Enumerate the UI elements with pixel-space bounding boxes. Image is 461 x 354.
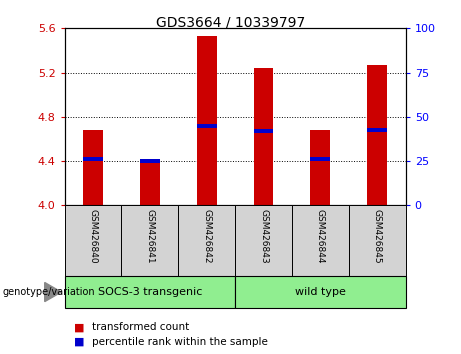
Bar: [197, 124, 217, 127]
Text: percentile rank within the sample: percentile rank within the sample: [92, 337, 268, 347]
Text: SOCS-3 transgenic: SOCS-3 transgenic: [98, 287, 202, 297]
Text: GSM426841: GSM426841: [145, 209, 154, 263]
Bar: [310, 157, 331, 161]
Text: transformed count: transformed count: [92, 322, 189, 332]
Text: GSM426845: GSM426845: [373, 209, 382, 263]
Bar: [83, 157, 103, 161]
Text: GSM426840: GSM426840: [89, 209, 97, 263]
FancyBboxPatch shape: [292, 205, 349, 276]
FancyBboxPatch shape: [235, 276, 406, 308]
Bar: [254, 68, 273, 205]
FancyBboxPatch shape: [178, 205, 235, 276]
Text: ■: ■: [74, 337, 84, 347]
Text: genotype/variation: genotype/variation: [2, 287, 95, 297]
Bar: [367, 128, 387, 132]
Text: GSM426842: GSM426842: [202, 209, 211, 263]
Bar: [140, 162, 160, 205]
Bar: [367, 65, 387, 205]
FancyBboxPatch shape: [65, 205, 121, 276]
Text: GSM426844: GSM426844: [316, 209, 325, 263]
Bar: [197, 36, 217, 205]
FancyBboxPatch shape: [349, 205, 406, 276]
Text: wild type: wild type: [295, 287, 346, 297]
FancyBboxPatch shape: [235, 205, 292, 276]
Bar: [140, 159, 160, 163]
Bar: [254, 129, 273, 133]
FancyBboxPatch shape: [121, 205, 178, 276]
Bar: [310, 130, 331, 205]
FancyBboxPatch shape: [65, 276, 235, 308]
Bar: [83, 130, 103, 205]
Text: GSM426843: GSM426843: [259, 209, 268, 263]
Text: ■: ■: [74, 322, 84, 332]
Polygon shape: [45, 282, 61, 302]
Text: GDS3664 / 10339797: GDS3664 / 10339797: [156, 16, 305, 30]
